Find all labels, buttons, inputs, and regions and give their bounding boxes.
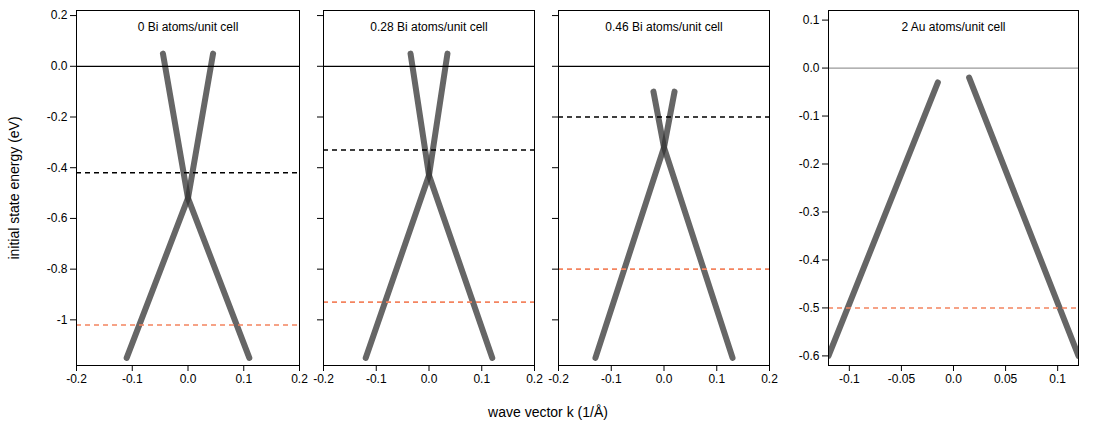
svg-text:0.1: 0.1 xyxy=(1049,372,1066,386)
svg-text:-0.2: -0.2 xyxy=(548,372,569,386)
svg-text:0.1: 0.1 xyxy=(803,13,820,27)
svg-text:0.0: 0.0 xyxy=(656,372,673,386)
svg-text:-0.8: -0.8 xyxy=(47,262,68,276)
svg-text:-0.5: -0.5 xyxy=(799,301,820,315)
svg-text:0.0: 0.0 xyxy=(180,372,197,386)
svg-text:0.46 Bi atoms/unit cell: 0.46 Bi atoms/unit cell xyxy=(605,20,722,34)
svg-text:0.1: 0.1 xyxy=(473,372,490,386)
svg-text:-0.6: -0.6 xyxy=(47,211,68,225)
svg-text:0.2: 0.2 xyxy=(291,372,308,386)
svg-text:-0.2: -0.2 xyxy=(47,110,68,124)
svg-text:-1: -1 xyxy=(57,313,68,327)
svg-text:-0.2: -0.2 xyxy=(313,372,334,386)
svg-text:0.0: 0.0 xyxy=(803,61,820,75)
svg-text:-0.4: -0.4 xyxy=(47,161,68,175)
svg-text:-0.3: -0.3 xyxy=(799,205,820,219)
svg-text:0.0: 0.0 xyxy=(945,372,962,386)
svg-text:0.0: 0.0 xyxy=(51,59,68,73)
svg-text:-0.05: -0.05 xyxy=(888,372,916,386)
svg-text:0.1: 0.1 xyxy=(708,372,725,386)
html-text:initial state energy (eV): initial state energy (eV) xyxy=(6,116,22,260)
html-text:wave vector k (1/Å): wave vector k (1/Å) xyxy=(488,404,608,420)
svg-text:0.1: 0.1 xyxy=(235,372,252,386)
svg-text:-0.1: -0.1 xyxy=(122,372,143,386)
svg-text:0.28 Bi atoms/unit cell: 0.28 Bi atoms/unit cell xyxy=(370,20,487,34)
svg-text:2 Au atoms/unit cell: 2 Au atoms/unit cell xyxy=(901,20,1005,34)
svg-text:-0.4: -0.4 xyxy=(799,253,820,267)
svg-text:-0.2: -0.2 xyxy=(66,372,87,386)
svg-text:0.05: 0.05 xyxy=(994,372,1018,386)
svg-text:0 Bi atoms/unit cell: 0 Bi atoms/unit cell xyxy=(138,20,239,34)
svg-text:-0.1: -0.1 xyxy=(366,372,387,386)
svg-text:-0.6: -0.6 xyxy=(799,349,820,363)
svg-text:0.0: 0.0 xyxy=(421,372,438,386)
svg-text:-0.1: -0.1 xyxy=(839,372,860,386)
svg-text:0.2: 0.2 xyxy=(761,372,778,386)
svg-text:0.2: 0.2 xyxy=(526,372,543,386)
svg-text:0.2: 0.2 xyxy=(51,8,68,22)
svg-text:-0.1: -0.1 xyxy=(799,109,820,123)
svg-text:-0.2: -0.2 xyxy=(799,157,820,171)
svg-text:-0.1: -0.1 xyxy=(601,372,622,386)
